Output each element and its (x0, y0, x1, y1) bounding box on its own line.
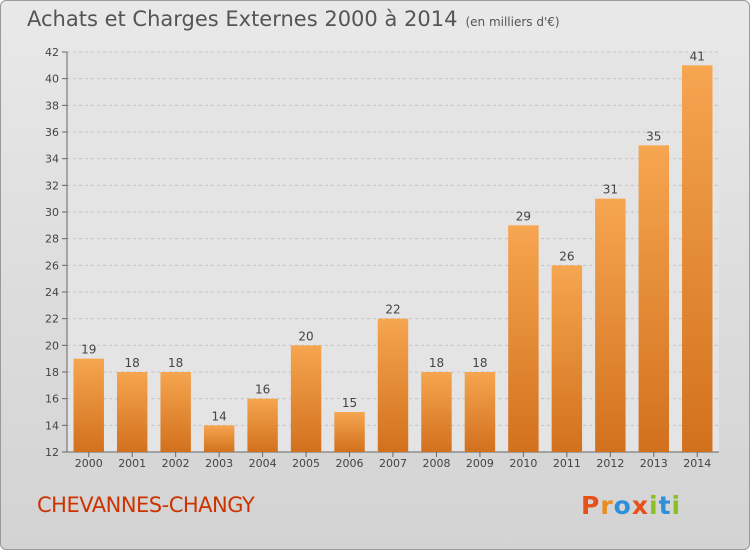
chart-subtitle: (en milliers d'€) (465, 15, 560, 29)
bar (73, 358, 104, 452)
data-label: 18 (125, 356, 140, 370)
logo-letter: x (631, 491, 649, 520)
chart-title-text: Achats et Charges Externes 2000 à 2014 (27, 7, 458, 31)
logo-letter: o (613, 491, 632, 520)
data-label: 35 (646, 129, 661, 143)
logo-letter: i (671, 491, 682, 520)
y-tick-label: 12 (45, 446, 59, 459)
bar (160, 372, 191, 452)
y-tick-label: 14 (45, 419, 59, 432)
data-label: 14 (211, 409, 226, 423)
data-label: 31 (603, 183, 618, 197)
y-tick-label: 22 (45, 313, 59, 326)
bar (595, 198, 626, 452)
x-tick-label: 2001 (118, 457, 146, 470)
x-tick-label: 2014 (683, 457, 711, 470)
x-tick-label: 2003 (205, 457, 233, 470)
bar (551, 265, 583, 452)
bar (377, 318, 409, 452)
data-label: 20 (298, 329, 313, 343)
bar (508, 225, 539, 452)
y-tick-label: 34 (45, 153, 59, 166)
bar (247, 398, 278, 452)
y-tick-label: 42 (45, 46, 59, 59)
bar (421, 372, 452, 452)
bar (334, 412, 365, 452)
y-tick-label: 40 (45, 73, 59, 86)
data-label: 15 (342, 396, 357, 410)
x-tick-label: 2005 (292, 457, 320, 470)
x-tick-label: 2002 (162, 457, 190, 470)
x-tick-label: 2012 (596, 457, 624, 470)
x-tick-label: 2006 (336, 457, 364, 470)
x-tick-label: 2008 (422, 457, 450, 470)
y-tick-label: 30 (45, 206, 59, 219)
chart-title: Achats et Charges Externes 2000 à 2014 (e… (27, 7, 560, 31)
y-tick-label: 38 (45, 99, 59, 112)
bar (464, 372, 496, 452)
x-tick-label: 2004 (249, 457, 277, 470)
data-label: 18 (168, 356, 183, 370)
data-label: 26 (559, 249, 574, 263)
data-label: 29 (516, 209, 531, 223)
x-tick-label: 2011 (553, 457, 581, 470)
y-tick-label: 18 (45, 366, 59, 379)
data-label: 18 (429, 356, 444, 370)
place-name: CHEVANNES-CHANGY (37, 493, 255, 517)
x-tick-label: 2010 (509, 457, 537, 470)
y-tick-label: 36 (45, 126, 59, 139)
y-tick-label: 24 (45, 286, 59, 299)
logo-letter: P (581, 491, 601, 520)
logo-letter: r (600, 491, 614, 520)
data-label: 16 (255, 383, 270, 397)
bar (290, 345, 322, 452)
bar (638, 145, 670, 453)
y-tick-label: 32 (45, 179, 59, 192)
y-tick-label: 16 (45, 393, 59, 406)
logo-letter: t (658, 491, 672, 520)
data-label: 19 (81, 343, 96, 357)
bar (203, 425, 235, 452)
x-tick-label: 2009 (466, 457, 494, 470)
x-tick-label: 2007 (379, 457, 407, 470)
bar (116, 372, 148, 452)
x-tick-label: 2000 (75, 457, 103, 470)
proxiti-logo: Proxiti (581, 491, 681, 520)
data-label: 18 (472, 356, 487, 370)
data-label: 22 (385, 303, 400, 317)
y-tick-label: 20 (45, 339, 59, 352)
logo-letter: i (649, 491, 659, 520)
bar (682, 65, 713, 452)
data-label: 41 (690, 49, 705, 63)
x-tick-label: 2013 (640, 457, 668, 470)
y-tick-label: 26 (45, 259, 59, 272)
y-tick-label: 28 (45, 233, 59, 246)
